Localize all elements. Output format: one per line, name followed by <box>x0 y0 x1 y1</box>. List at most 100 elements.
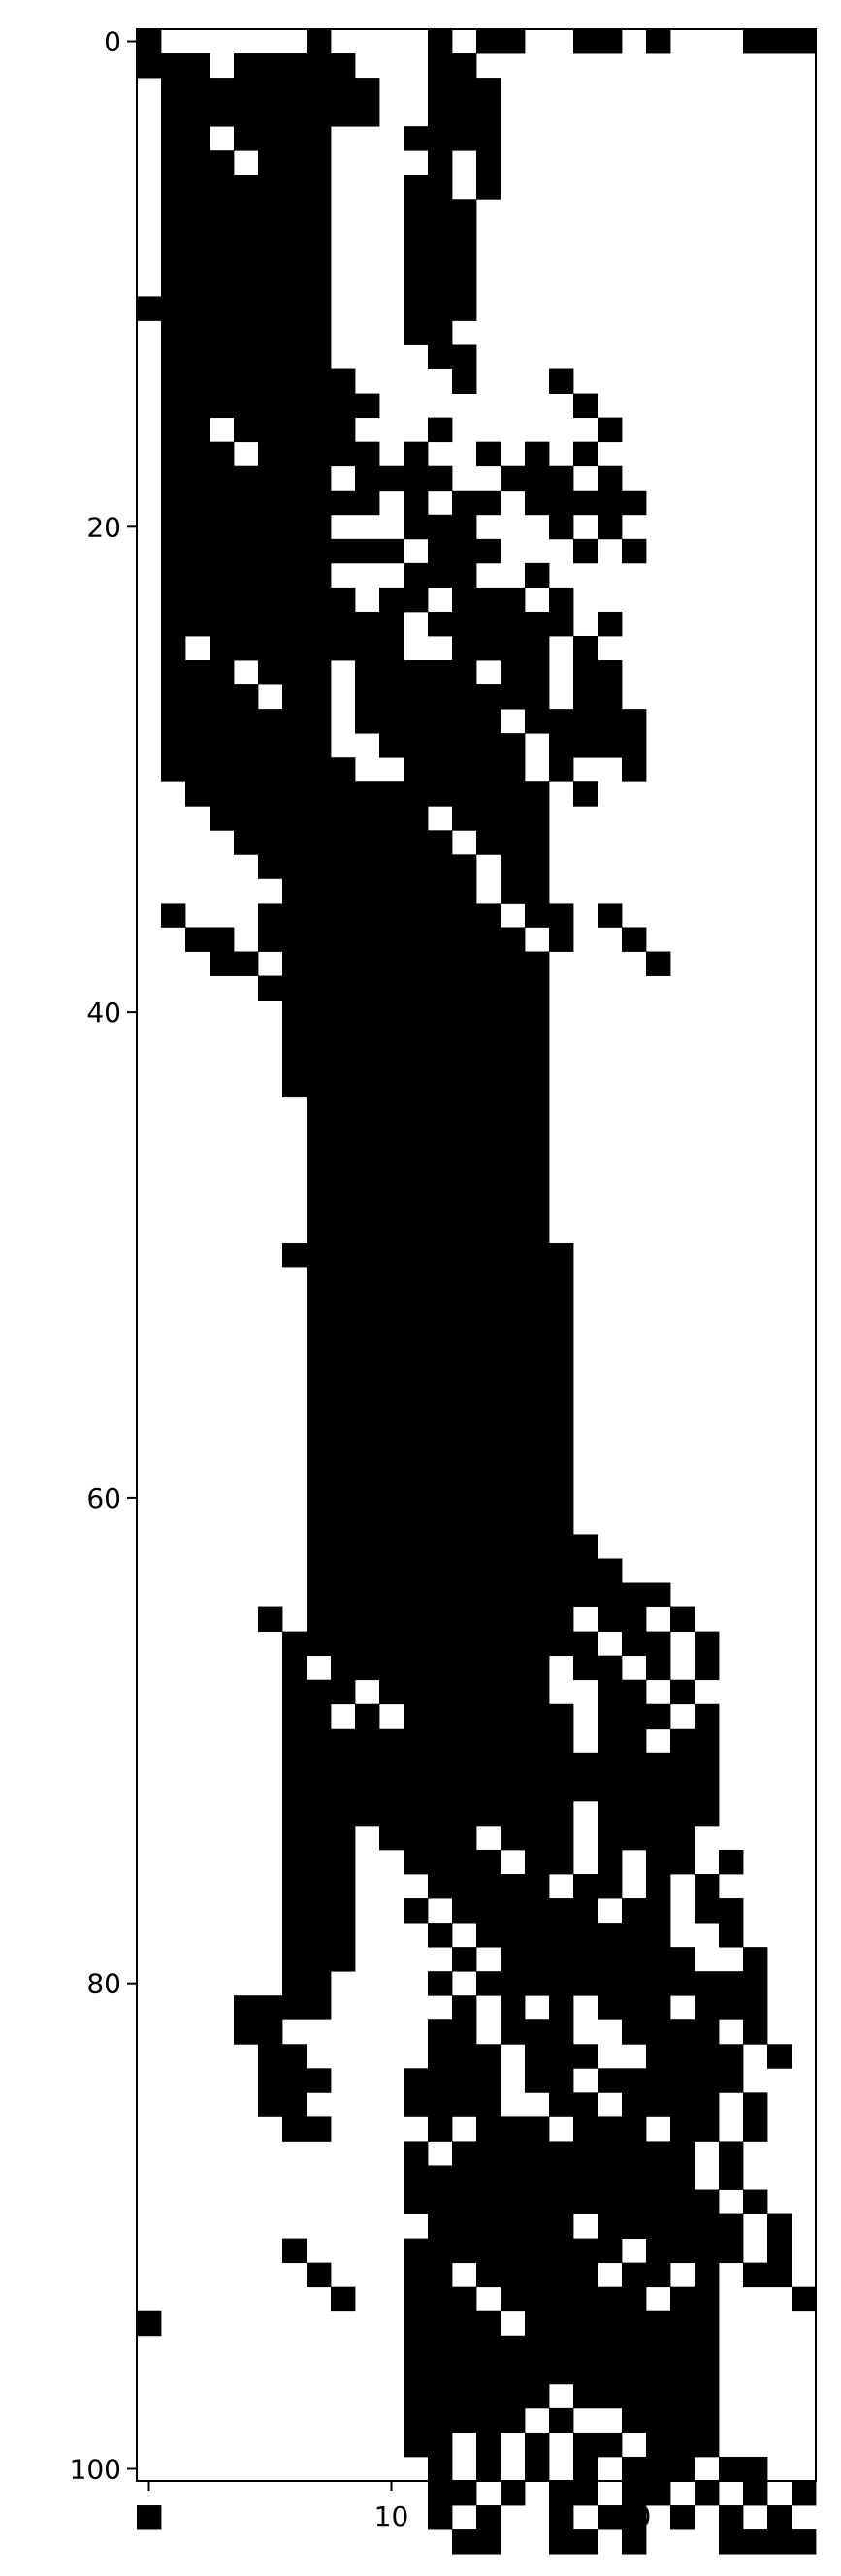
filled-cell-run <box>476 175 501 200</box>
filled-cell-run <box>404 2262 453 2288</box>
filled-cell-run <box>404 2238 429 2264</box>
filled-cell-run <box>501 1995 526 2020</box>
filled-cell-run <box>161 903 186 928</box>
filled-cell-run <box>210 635 404 661</box>
filled-cell-run <box>404 126 429 151</box>
filled-cell-run <box>428 2044 501 2069</box>
filled-cell-run <box>404 709 501 734</box>
filled-cell-run <box>428 2481 477 2506</box>
filled-cell-run <box>428 344 477 369</box>
filled-cell-run <box>428 2456 453 2482</box>
filled-cell-run <box>161 611 404 637</box>
filled-cell-run <box>404 2359 720 2385</box>
filled-cell-run <box>622 757 647 782</box>
filled-cell-run <box>428 78 501 103</box>
filled-cell-run <box>573 29 623 54</box>
filled-cell-run <box>743 2116 768 2142</box>
filled-cell-run <box>476 2262 598 2288</box>
filled-cell-run <box>282 951 550 976</box>
filled-cell-run <box>670 1679 695 1705</box>
filled-cell-run <box>282 1849 356 1875</box>
filled-cell-run <box>161 175 332 200</box>
filled-cell-run <box>695 1995 768 2020</box>
plot-frame <box>136 28 817 2482</box>
filled-cell-run <box>404 1849 501 1875</box>
filled-cell-run <box>598 1728 647 1754</box>
filled-cell-run <box>501 2481 526 2506</box>
filled-cell-run <box>501 854 550 879</box>
filled-cell-run <box>161 514 332 540</box>
filled-cell-run <box>525 660 550 685</box>
y-tick-label: 80 <box>86 1968 121 2000</box>
filled-cell-run <box>719 1849 744 1875</box>
filled-cell-run <box>307 1485 574 1511</box>
y-tick-label: 40 <box>86 997 121 1029</box>
filled-cell-run <box>282 878 477 904</box>
filled-cell-run <box>598 417 623 443</box>
filled-cell-run <box>428 29 453 54</box>
filled-cell-run <box>258 1606 283 1633</box>
filled-cell-run <box>719 2165 744 2190</box>
filled-cell-run <box>379 1679 550 1705</box>
filled-cell-run <box>234 2019 283 2045</box>
filled-cell-run <box>161 562 332 588</box>
filled-cell-run <box>646 2044 744 2069</box>
filled-cell-run <box>476 150 501 175</box>
filled-cell-run <box>161 368 356 394</box>
filled-cell-run <box>137 2505 162 2530</box>
filled-cell-run <box>404 2383 550 2409</box>
filled-cell-run <box>282 684 332 710</box>
filled-cell-run <box>452 806 550 831</box>
filled-cell-run <box>428 611 550 637</box>
filled-cell-run <box>307 1388 574 1414</box>
filled-cell-run <box>573 684 623 710</box>
filled-cell-run <box>282 1874 356 1899</box>
filled-cell-run <box>307 1461 574 1486</box>
x-tick-label: 20 <box>617 2500 652 2532</box>
filled-cell-run <box>161 247 332 272</box>
filled-cell-run <box>549 2481 598 2506</box>
filled-cell-run <box>622 2262 671 2288</box>
filled-cell-run <box>501 878 550 904</box>
filled-cell-run <box>501 2019 526 2045</box>
filled-cell-run <box>258 2044 307 2069</box>
filled-cell-run <box>622 538 647 564</box>
filled-cell-run <box>282 2238 307 2264</box>
filled-cell-run <box>549 2044 598 2069</box>
filled-cell-run <box>210 951 259 976</box>
filled-cell-run <box>476 1971 720 1996</box>
heatmap-cells <box>137 29 817 2555</box>
filled-cell-run <box>161 733 332 758</box>
filled-cell-run <box>404 223 477 248</box>
filled-cell-run <box>549 2529 598 2555</box>
filled-cell-run <box>234 417 356 443</box>
filled-cell-run <box>234 1995 332 2020</box>
filled-cell-run <box>282 1776 720 1802</box>
filled-cell-run <box>525 2432 550 2458</box>
filled-cell-run <box>525 684 550 710</box>
filled-cell-run <box>161 320 332 345</box>
filled-cell-run <box>573 2456 598 2482</box>
filled-cell-run <box>525 490 647 516</box>
filled-cell-run <box>234 830 453 855</box>
filled-cell-run <box>501 2286 647 2312</box>
y-axis: 0 20 40 60 80 100 <box>70 26 137 2485</box>
filled-cell-run <box>476 2456 501 2482</box>
filled-cell-run <box>331 1631 598 1657</box>
filled-cell-run <box>282 1048 550 1074</box>
filled-cell-run <box>743 2262 792 2288</box>
filled-cell-run <box>525 2068 574 2093</box>
filled-cell-run <box>719 2238 744 2264</box>
filled-cell-run <box>428 2238 623 2264</box>
filled-cell-run <box>525 2310 720 2337</box>
filled-cell-run <box>428 53 477 79</box>
filled-cell-run <box>307 29 332 54</box>
filled-cell-run <box>282 1947 356 1972</box>
filled-cell-run <box>549 2092 598 2117</box>
filled-cell-run <box>598 1800 720 1827</box>
filled-cell-run <box>428 2019 477 2045</box>
filled-cell-run <box>404 2310 501 2337</box>
filled-cell-run <box>161 102 380 127</box>
filled-cell-run <box>743 2019 768 2045</box>
